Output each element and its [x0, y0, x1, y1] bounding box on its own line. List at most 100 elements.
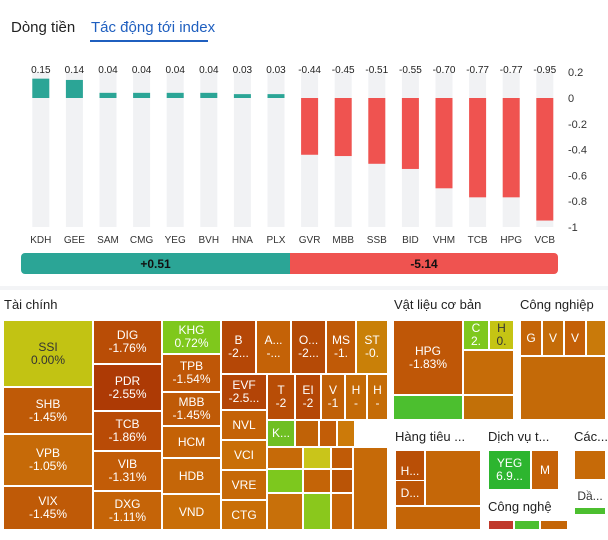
- treemap-tile-small[interactable]: [586, 320, 606, 356]
- treemap-tile-small[interactable]: [540, 520, 568, 530]
- sector-treemap-panel: Tài chính Vật liệu cơ bản Công nghiệp Hà…: [0, 290, 608, 540]
- treemap-tile-h-3[interactable]: H 0.: [489, 320, 514, 350]
- treemap-tile-evf[interactable]: EVF -2.5...: [221, 374, 267, 410]
- treemap-tile-small[interactable]: [395, 506, 481, 530]
- tab-index-impact[interactable]: Tác động tới index: [91, 19, 216, 36]
- treemap-tile-small[interactable]: [574, 450, 606, 480]
- sector-title-services[interactable]: Dịch vụ t...: [488, 429, 550, 444]
- treemap-tile-g[interactable]: G: [520, 320, 542, 356]
- tile-symbol: SHB: [35, 396, 61, 411]
- index-impact-panel: Dòng tiền Tác động tới index 0.15 KDH 0.14…: [0, 0, 608, 286]
- y-tick-label: 0: [568, 93, 574, 105]
- treemap-tile-hcm[interactable]: HCM: [162, 426, 221, 458]
- data-label-cmg: 0.04: [132, 65, 152, 76]
- treemap-tile-pdr[interactable]: PDR -2.55%: [93, 364, 162, 411]
- treemap-tile-small[interactable]: [393, 395, 463, 420]
- treemap-tile-t[interactable]: T -2: [267, 374, 295, 420]
- treemap-tile-vnd[interactable]: VND: [162, 494, 221, 530]
- treemap-tile-small[interactable]: [337, 420, 355, 447]
- tile-change: -2.55%: [108, 386, 147, 401]
- sector-title-tech[interactable]: Công nghệ: [488, 499, 552, 514]
- treemap-tile-vci[interactable]: VCI: [221, 440, 267, 470]
- treemap-tile-small[interactable]: [303, 447, 331, 469]
- tile-symbol: B: [234, 333, 243, 347]
- treemap-tile-vpb[interactable]: VPB -1.05%: [3, 434, 93, 486]
- treemap-tile-small[interactable]: [353, 447, 388, 530]
- sector-title-other[interactable]: Các...: [574, 429, 608, 444]
- sector-title-finance[interactable]: Tài chính: [4, 297, 58, 312]
- treemap-tile-vix[interactable]: VIX -1.45%: [3, 486, 93, 530]
- tile-symbol: ST: [364, 333, 380, 347]
- treemap-tile-vib[interactable]: VIB -1.31%: [93, 451, 162, 491]
- treemap-tile-small[interactable]: [463, 395, 514, 420]
- x-tick-label-vcb: VCB: [535, 235, 556, 246]
- treemap-tile-small[interactable]: [319, 420, 337, 447]
- tile-symbol: HDB: [178, 468, 205, 483]
- sector-title-materials[interactable]: Vật liệu cơ bản: [394, 297, 482, 312]
- tile-change: -: [354, 396, 358, 410]
- treemap-tile-b[interactable]: B -2...: [221, 320, 256, 374]
- treemap-tile-hdb[interactable]: HDB: [162, 458, 221, 494]
- treemap-tile-d[interactable]: D...: [395, 480, 425, 506]
- bar-sam: [99, 92, 117, 98]
- treemap-tile-vre[interactable]: VRE: [221, 470, 267, 500]
- treemap-tile-nvl[interactable]: NVL: [221, 410, 267, 440]
- treemap-tile-small[interactable]: [425, 450, 481, 506]
- active-tab-indicator: [90, 40, 208, 42]
- treemap-tile-ei[interactable]: EI -2: [295, 374, 321, 420]
- treemap-tile-o[interactable]: O... -2...: [291, 320, 326, 374]
- bar-bvh: [200, 92, 218, 98]
- treemap-tile-yeg[interactable]: YEG 6.9...: [488, 450, 531, 490]
- treemap-tile-small[interactable]: [514, 520, 540, 530]
- treemap-tile-small[interactable]: [303, 469, 331, 493]
- y-tick-label: -0.6: [568, 170, 587, 182]
- treemap-tile-tcb[interactable]: TCB -1.86%: [93, 411, 162, 451]
- treemap-tile-hpg[interactable]: HPG -1.83%: [393, 320, 463, 395]
- treemap-tile-tpb[interactable]: TPB -1.54%: [162, 354, 221, 392]
- treemap-tile-ctg[interactable]: CTG: [221, 500, 267, 530]
- treemap-tile-dig[interactable]: DIG -1.76%: [93, 320, 162, 364]
- sector-title-consumer[interactable]: Hàng tiêu ...: [395, 429, 466, 444]
- treemap-tile-small[interactable]: [331, 447, 353, 469]
- treemap-tile-v-3[interactable]: V: [564, 320, 586, 356]
- treemap-tile-k[interactable]: K...: [267, 420, 295, 447]
- treemap-tile-small[interactable]: [574, 507, 606, 515]
- treemap-tile-h-1[interactable]: H-: [345, 374, 367, 420]
- treemap-tile-mbb[interactable]: MBB -1.45%: [162, 392, 221, 426]
- treemap-tile-small[interactable]: [463, 350, 514, 395]
- treemap-tile-small[interactable]: [331, 493, 353, 530]
- treemap-tile-st[interactable]: ST -0.: [356, 320, 388, 374]
- bar-track: [267, 72, 285, 227]
- x-tick-label-cmg: CMG: [130, 235, 154, 246]
- treemap-tile-small[interactable]: [295, 420, 319, 447]
- treemap-tile-da[interactable]: Dầ...: [574, 485, 606, 507]
- bar-gvr: [301, 98, 319, 155]
- treemap-tile-h-2[interactable]: H-: [367, 374, 388, 420]
- treemap-tile-shb[interactable]: SHB -1.45%: [3, 387, 93, 434]
- treemap-tile-v-2[interactable]: V: [542, 320, 564, 356]
- bar-track: [133, 72, 151, 227]
- treemap-tile-dxg[interactable]: DXG -1.11%: [93, 491, 162, 530]
- bar-track: [166, 72, 184, 227]
- treemap-tile-small[interactable]: [520, 356, 606, 420]
- tile-symbol: NVL: [232, 417, 256, 432]
- treemap-tile-small[interactable]: [331, 469, 353, 493]
- tab-money-flow[interactable]: Dòng tiền: [11, 19, 76, 36]
- tile-symbol: VCI: [233, 447, 254, 462]
- treemap-tile-ms[interactable]: MS -1.: [326, 320, 356, 374]
- treemap-tile-small[interactable]: [488, 520, 514, 530]
- treemap-tile-small[interactable]: [267, 469, 303, 493]
- treemap-tile-ssi[interactable]: SSI 0.00%: [3, 320, 93, 387]
- treemap-tile-c[interactable]: C 2.: [463, 320, 489, 350]
- treemap-tile-m[interactable]: M: [531, 450, 559, 490]
- sector-title-industrial[interactable]: Công nghiệp: [520, 297, 594, 312]
- treemap-tile-small[interactable]: [267, 447, 303, 469]
- tile-symbol: A...: [264, 333, 283, 347]
- treemap-tile-v[interactable]: V -1: [321, 374, 345, 420]
- treemap-tile-a[interactable]: A... -...: [256, 320, 291, 374]
- treemap-tile-small[interactable]: [267, 493, 303, 530]
- treemap-tile-khg[interactable]: KHG 0.72%: [162, 320, 221, 354]
- treemap-tile-small[interactable]: [303, 493, 331, 530]
- tile-change: -1.45%: [172, 408, 211, 422]
- data-label-hpg: -0.77: [500, 65, 523, 76]
